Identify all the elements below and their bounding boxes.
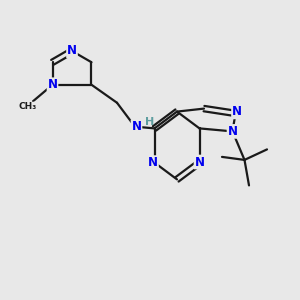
Text: N: N — [131, 120, 142, 133]
Text: N: N — [194, 155, 205, 169]
Text: N: N — [232, 105, 242, 119]
Text: N: N — [148, 156, 158, 169]
Text: N: N — [227, 125, 238, 138]
Text: N: N — [67, 44, 77, 58]
Text: H: H — [146, 117, 154, 127]
Text: N: N — [47, 78, 58, 91]
Text: CH₃: CH₃ — [19, 102, 37, 111]
